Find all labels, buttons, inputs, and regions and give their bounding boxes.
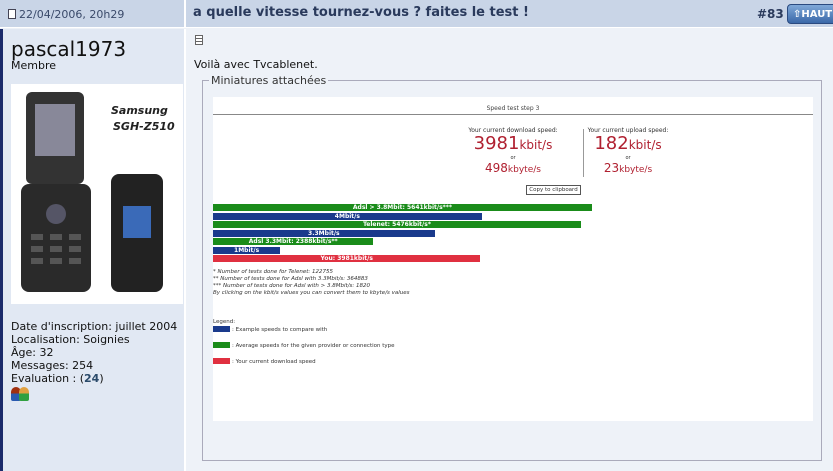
copy-to-clipboard-button[interactable]: Copy to clipboard (526, 185, 581, 195)
evaluation-label: Evaluation : ( (11, 372, 85, 385)
top-button[interactable]: ⇧HAUT (787, 4, 833, 24)
post-date-text: 22/04/2006, 20h29 (19, 8, 125, 21)
speed-bar-example: 3.3Mbit/s (213, 229, 435, 237)
upload-kbyte-value: 23 (603, 161, 620, 175)
attachment-thumbnail[interactable]: Speed test step 3 Your current download … (213, 97, 813, 421)
legend-swatch (213, 342, 230, 348)
post-header: 22/04/2006, 20h29 a quelle vitesse tourn… (0, 0, 833, 28)
speed-bar-example: 4Mbit/s (213, 212, 482, 220)
avatar: Samsung SGH-Z510 (11, 84, 183, 304)
attachments-legend: Miniatures attachées (209, 74, 329, 87)
legend-item-average: : Average speeds for the given provider … (213, 342, 395, 349)
top-button-label: HAUT (801, 9, 833, 20)
post-icon (8, 9, 16, 19)
upload-kbyte-unit: kbyte/s (619, 165, 653, 175)
age: Âge: 32 (11, 346, 54, 359)
legend-swatch (213, 326, 230, 332)
user-sidebar: pascal1973 Membre Samsung SGH-Z510 Date … (0, 29, 186, 471)
evaluation-value[interactable]: 24 (84, 372, 100, 385)
legend-text: : Average speeds for the given provider … (232, 343, 395, 349)
footnote: ** Number of tests done for Adsl with 3.… (213, 276, 368, 282)
legend-item-you: : Your current download speed (213, 358, 316, 365)
message-text: Voilà avec Tvcablenet. (194, 58, 318, 71)
upload-kbit-value: 182 (594, 133, 629, 154)
legend-item-example: : Example speeds to compare with (213, 326, 327, 333)
upload-or: or (625, 155, 631, 161)
buddy-icon[interactable] (11, 387, 31, 401)
phone-model: SGH-Z510 (113, 120, 175, 133)
message-icon (195, 35, 203, 45)
arrow-up-icon: ⇧ (793, 9, 802, 20)
upload-kbit-unit: kbit/s (628, 138, 662, 152)
footnote: *** Number of tests done for Adsl with >… (213, 283, 371, 289)
evaluation: Evaluation : (24) (11, 372, 181, 385)
post-body: Voilà avec Tvcablenet. Miniatures attach… (188, 29, 833, 471)
download-kbyte-value: 498 (485, 161, 508, 175)
speed-bar-example: 1Mbit/s (213, 246, 281, 254)
phone-image: Samsung SGH-Z510 (21, 92, 175, 292)
download-kbyte-unit: kbyte/s (507, 165, 541, 175)
legend-swatch (213, 358, 230, 364)
speedtest-title: Speed test step 3 (486, 105, 540, 112)
download-kbit-value: 3981 (473, 133, 520, 154)
download-label: Your current download speed: (468, 127, 558, 134)
download-speed: Your current download speed: 3981kbit/s … (445, 127, 581, 175)
legend-text: : Your current download speed (232, 359, 316, 365)
evaluation-end: ) (99, 372, 104, 385)
location: Localisation: Soignies (11, 333, 130, 346)
legend-title: Legend: (213, 319, 236, 325)
footnotes: * Number of tests done for Telenet: 1227… (213, 269, 410, 297)
user-role: Membre (11, 59, 57, 72)
speed-bar-average: Telenet: 5476kbit/s* (213, 221, 581, 228)
post-date: 22/04/2006, 20h29 (0, 0, 186, 28)
upload-label: Your current upload speed: (587, 127, 669, 134)
post-number[interactable]: #83 (757, 7, 784, 21)
footnote: By clicking on the kbit/s values you can… (213, 290, 410, 296)
speed-bar-you: You: 3981kbit/s (213, 255, 481, 262)
upload-speed: Your current upload speed: 182kbit/s or … (563, 127, 693, 175)
upload-kbit[interactable]: 182kbit/s (563, 134, 693, 155)
post-title: a quelle vitesse tournez-vous ? faites l… (193, 5, 529, 20)
speed-bar-average: Adsl > 3.8Mbit: 5641kbit/s*** (213, 204, 592, 211)
download-kbit[interactable]: 3981kbit/s (445, 134, 581, 155)
download-or: or (510, 155, 516, 161)
download-kbit-unit: kbit/s (519, 138, 553, 152)
speed-bar-average: Adsl 3.3Mbit: 2388kbit/s** (213, 238, 374, 245)
legend-text: : Example speeds to compare with (232, 327, 328, 333)
footnote: * Number of tests done for Telenet: 1227… (213, 269, 333, 275)
username[interactable]: pascal1973 (11, 37, 127, 61)
divider (213, 114, 813, 115)
attachments-fieldset: Miniatures attachées Speed test step 3 Y… (202, 74, 822, 461)
phone-brand: Samsung (111, 104, 168, 117)
user-info: Date d'inscription: juillet 2004 Localis… (11, 320, 181, 401)
messages-count: Messages: 254 (11, 359, 94, 372)
join-date: Date d'inscription: juillet 2004 (11, 320, 178, 333)
separator (583, 129, 584, 177)
